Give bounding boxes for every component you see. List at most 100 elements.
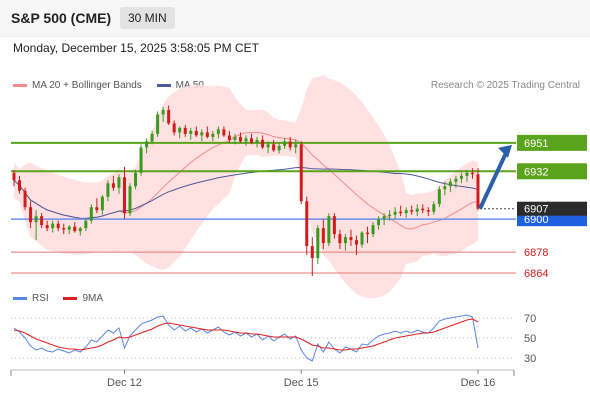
projection-arrow-shaft — [478, 150, 509, 210]
candle-body — [266, 144, 270, 148]
rsi-legend: RSI 9MA — [13, 293, 115, 304]
candle-body — [84, 220, 88, 229]
projection-arrow-head — [498, 144, 512, 158]
chart-overlay: 6907 — [478, 144, 587, 216]
key-levels: 6951 6932 6900 6878 6864 — [11, 134, 587, 280]
candle-body — [156, 114, 160, 134]
legend-item-rsi-ma[interactable]: 9MA — [63, 293, 103, 304]
candle-body — [448, 181, 452, 187]
timeframe-button[interactable]: 30 MIN — [120, 7, 175, 29]
candle-body — [29, 207, 33, 223]
candle-body — [128, 186, 132, 214]
candle-body — [233, 136, 237, 140]
candle-body — [227, 135, 231, 140]
current-price-box — [517, 201, 587, 216]
candle-body — [349, 237, 353, 241]
candle-body — [366, 232, 370, 235]
candle-body — [371, 225, 375, 235]
candle-body — [288, 141, 292, 148]
candle-body — [194, 130, 198, 136]
time-tick-label: Dec 12 — [107, 377, 142, 389]
candle-body — [459, 175, 463, 179]
candle-body — [332, 216, 336, 235]
legend-item-rsi[interactable]: RSI — [13, 293, 49, 304]
candle-body — [454, 178, 458, 182]
candle-body — [222, 129, 226, 136]
candle-body — [321, 228, 325, 244]
candle-body — [277, 145, 281, 151]
resistance-label-box-6951 — [517, 134, 587, 151]
support-label-6878: 6878 — [524, 247, 548, 259]
candle-body — [145, 141, 149, 148]
research-note: Research © 2025 Trading Central — [430, 80, 580, 91]
rsi-panel: 70 50 30 — [11, 313, 536, 365]
pivot-label-6900: 6900 — [524, 214, 548, 226]
candle-body — [354, 240, 358, 245]
symbol-title: S&P 500 (CME) — [11, 10, 112, 26]
candle-body — [178, 127, 182, 133]
candle-body — [238, 136, 242, 142]
candle-body — [410, 210, 414, 212]
candle-body — [150, 133, 154, 142]
candle-body — [437, 189, 441, 205]
candle-body — [189, 130, 193, 134]
candle-body — [200, 132, 204, 136]
candle-body — [377, 219, 381, 226]
candle-body — [216, 129, 220, 134]
candle-body — [89, 207, 93, 221]
candle-body — [294, 144, 298, 148]
candle-body — [139, 147, 143, 173]
candle-body — [117, 177, 121, 188]
candle-body — [23, 190, 27, 208]
candle-body — [476, 174, 480, 209]
rsi-tick-label: 50 — [524, 333, 536, 345]
candles — [12, 105, 480, 277]
legend-item-ma50[interactable]: MA 50 — [156, 80, 204, 91]
candle-body — [134, 172, 138, 187]
candle-body — [244, 138, 248, 142]
candle-body — [388, 214, 392, 217]
candle-body — [62, 228, 66, 230]
candle-body — [45, 225, 49, 229]
candle-body — [183, 127, 187, 134]
candle-body — [40, 216, 44, 226]
candle-body — [205, 132, 209, 137]
candle-body — [12, 172, 16, 181]
bollinger-band-area — [14, 75, 478, 299]
bollinger-bands — [13, 75, 479, 299]
candle-body — [172, 123, 176, 133]
candle-body — [167, 109, 171, 124]
candle-body — [18, 180, 22, 191]
candle-body — [73, 226, 77, 232]
candle-body — [283, 141, 287, 146]
candle-body — [100, 196, 104, 211]
main-legend: MA 20 + Bollinger Bands MA 50 — [13, 80, 216, 91]
candle-body — [310, 246, 314, 259]
candle-body — [122, 177, 126, 214]
resistance-label-box-6932 — [517, 163, 587, 180]
rsi-tick-label: 30 — [524, 353, 536, 365]
candle-body — [111, 183, 115, 188]
support-label-6864: 6864 — [524, 268, 548, 280]
candle-body — [56, 223, 60, 229]
candle-body — [95, 207, 99, 211]
rsi-tick-label: 70 — [524, 313, 536, 325]
chart-datetime: Monday, December 15, 2025 3:58:05 PM CET — [13, 41, 259, 55]
legend-item-bollinger[interactable]: MA 20 + Bollinger Bands — [13, 80, 142, 91]
candle-body — [327, 216, 331, 244]
candle-body — [261, 139, 265, 148]
candle-body — [393, 211, 397, 215]
candle-body — [470, 172, 474, 175]
candle-body — [51, 223, 55, 229]
time-axis: Dec 12 Dec 15 Dec 16 — [10, 369, 515, 389]
candle-body — [78, 228, 82, 232]
candle-body — [360, 232, 364, 245]
candle-body — [338, 234, 342, 244]
candle-body — [443, 186, 447, 190]
candle-body — [426, 210, 430, 212]
rsi-ma-line — [13, 318, 479, 351]
candle-body — [272, 144, 276, 151]
candle-body — [34, 216, 38, 223]
candle-body — [211, 133, 215, 137]
